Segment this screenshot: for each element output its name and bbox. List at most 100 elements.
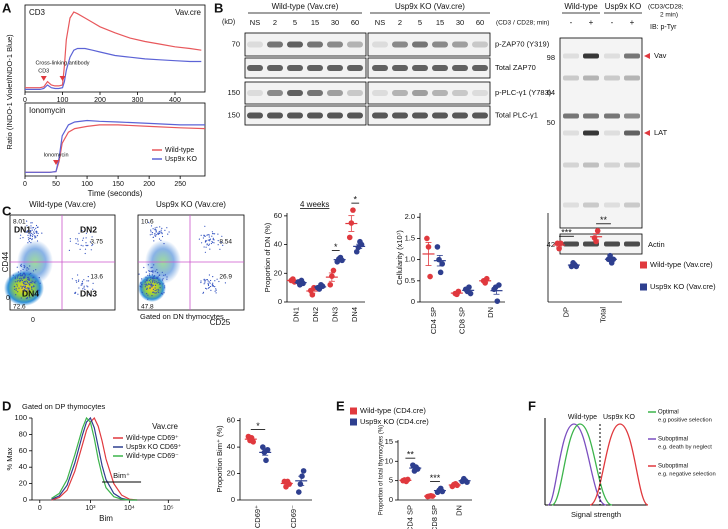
flow-dot — [35, 232, 38, 234]
flow-dot — [217, 244, 219, 246]
flow-dot — [22, 293, 24, 295]
flow-dot — [18, 278, 21, 280]
flow-dot — [22, 237, 24, 239]
flow-dot — [157, 272, 159, 274]
flow-dot — [82, 237, 84, 239]
significance-label: ** — [600, 215, 608, 225]
flow-dot — [16, 281, 18, 283]
y-tick-label: 5 — [389, 476, 393, 485]
flow-dot — [154, 277, 156, 280]
label: IB: p-Tyr — [650, 24, 677, 31]
flow-dot — [28, 229, 30, 231]
treatment-label: - — [611, 18, 614, 27]
flow-dot — [83, 285, 85, 287]
blot-band — [583, 202, 599, 208]
flow-dot — [34, 229, 36, 231]
flow-dot — [221, 235, 223, 237]
blot-band — [624, 130, 640, 136]
blot-band — [432, 65, 448, 71]
flow-dot — [151, 270, 153, 272]
blot-band — [287, 41, 303, 48]
flow-dot — [159, 282, 161, 284]
flow-dot — [144, 281, 146, 283]
flow-dot — [205, 240, 208, 242]
flow-dot — [155, 234, 157, 236]
flow-dot — [30, 286, 33, 288]
flow-dot — [163, 292, 165, 294]
flow-dot — [200, 234, 202, 236]
flow-dot — [211, 240, 213, 243]
gate-value: 47.8 — [141, 304, 154, 311]
flow-dot — [16, 277, 18, 279]
blot-band — [624, 202, 640, 208]
flow-dot — [26, 283, 28, 285]
data-point — [424, 235, 430, 242]
flow-dot — [157, 276, 159, 278]
flow-dot — [16, 266, 18, 268]
flow-dot — [17, 291, 19, 293]
flow-dot — [23, 265, 25, 267]
flow-dot — [31, 282, 33, 284]
y-tick-label: 0 — [278, 297, 282, 306]
annotation-marker — [59, 76, 66, 81]
flow-dot — [37, 289, 39, 291]
flow-dot — [208, 286, 210, 288]
flow-dot — [200, 281, 202, 284]
group-label: Usp9x KO — [605, 2, 641, 11]
flow-dot — [138, 273, 140, 275]
blot-band — [604, 241, 620, 247]
flow-dot — [81, 229, 83, 232]
blot-band — [583, 53, 599, 59]
legend-label: Wild-type (CD4.cre) — [360, 406, 426, 415]
flow-dot — [161, 233, 163, 235]
blot-band — [347, 41, 363, 48]
flow-dot — [75, 238, 77, 240]
x-tick-label: 0 — [23, 181, 27, 188]
y-tick-label: 40 — [274, 240, 282, 249]
x-tick-label: 50 — [52, 181, 60, 188]
flow-dot — [164, 274, 166, 276]
flow-dot — [210, 279, 212, 282]
flow-dot — [164, 287, 166, 289]
lane-label: 30 — [456, 18, 464, 27]
flow-dot — [149, 283, 151, 285]
flow-dot — [146, 279, 148, 281]
significance-label: * — [334, 242, 338, 252]
flow-dot — [28, 232, 30, 234]
flow-dot — [146, 293, 148, 295]
flow-dot — [29, 296, 31, 298]
flow-dot — [156, 226, 158, 228]
flow-dot — [211, 235, 213, 237]
flow-dot — [35, 227, 37, 229]
blot-band — [392, 112, 408, 119]
flow-dot — [80, 244, 82, 246]
flow-dot — [20, 265, 22, 267]
flow-dot — [18, 274, 20, 276]
flow-dot — [147, 264, 149, 266]
flow-dot — [39, 282, 41, 284]
y-axis-label: Proportion of total thymocytes (%) — [379, 425, 385, 515]
data-point — [263, 457, 269, 464]
data-point — [297, 481, 304, 487]
flow-dot — [35, 280, 37, 282]
flow-dot — [15, 294, 17, 296]
flow-dot — [81, 280, 83, 282]
label: Suboptimal — [658, 464, 688, 470]
flow-dot — [208, 281, 210, 283]
flow-dot — [158, 274, 161, 276]
panel-label: D — [2, 398, 11, 413]
series-line — [51, 416, 138, 501]
legend-label: Usp9x KO (CD4.cre) — [360, 417, 429, 426]
flow-dot — [155, 281, 157, 283]
kd-label: 150 — [227, 110, 240, 119]
plot-frame — [24, 102, 206, 177]
flow-dot — [215, 289, 217, 291]
flow-dot — [75, 242, 77, 245]
blot-band — [372, 65, 388, 71]
flow-dot — [21, 279, 23, 281]
lane-label: 5 — [418, 18, 422, 27]
annotation: Cross-linking antibody — [35, 60, 89, 66]
flow-dot — [26, 230, 28, 232]
flow-dot — [27, 287, 29, 289]
flow-dot — [20, 297, 22, 299]
